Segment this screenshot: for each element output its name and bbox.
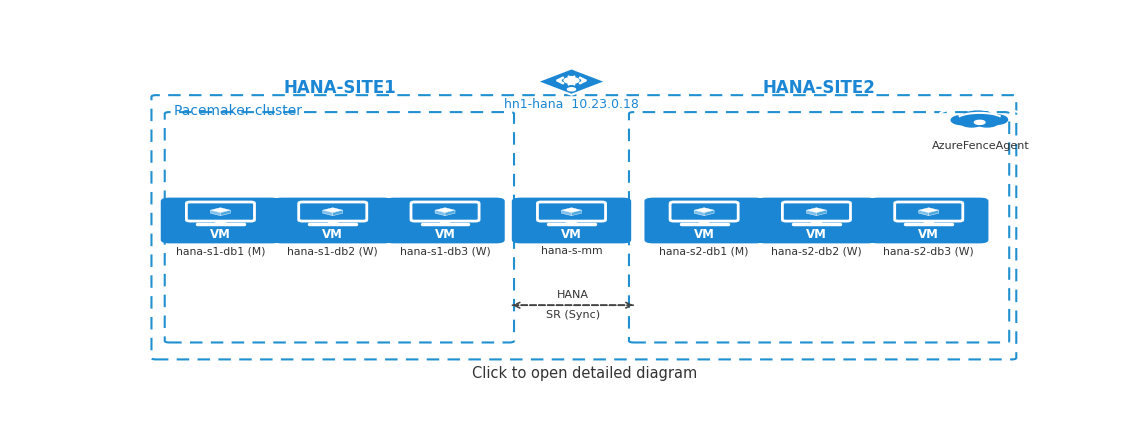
Text: hana-s2-db2 (W): hana-s2-db2 (W) — [771, 246, 861, 256]
Text: Pacemaker cluster: Pacemaker cluster — [173, 103, 301, 117]
Polygon shape — [323, 210, 333, 216]
Bar — [440, 220, 451, 224]
Polygon shape — [210, 208, 230, 213]
Text: AzureFenceAgent: AzureFenceAgent — [932, 141, 1030, 151]
Polygon shape — [919, 208, 939, 213]
Polygon shape — [807, 208, 826, 213]
FancyBboxPatch shape — [512, 198, 631, 243]
Text: VM: VM — [806, 228, 827, 242]
FancyBboxPatch shape — [273, 198, 393, 243]
Circle shape — [952, 115, 976, 125]
Polygon shape — [537, 68, 606, 95]
Circle shape — [962, 111, 994, 123]
Bar — [216, 220, 226, 224]
Text: HANA-SITE1: HANA-SITE1 — [283, 79, 396, 97]
Polygon shape — [561, 210, 572, 216]
Text: VM: VM — [322, 228, 343, 242]
Polygon shape — [561, 208, 582, 213]
Bar — [566, 220, 576, 224]
Text: hana-s2-db3 (W): hana-s2-db3 (W) — [883, 246, 974, 256]
Circle shape — [977, 119, 997, 127]
Polygon shape — [210, 210, 220, 216]
Text: hana-s1-db2 (W): hana-s1-db2 (W) — [288, 246, 378, 256]
Text: hn1-hana  10.23.0.18: hn1-hana 10.23.0.18 — [504, 98, 639, 111]
Circle shape — [974, 120, 985, 125]
Text: VM: VM — [694, 228, 714, 242]
Polygon shape — [694, 210, 704, 216]
Text: hana-s1-db3 (W): hana-s1-db3 (W) — [399, 246, 491, 256]
Polygon shape — [807, 210, 817, 216]
Text: VM: VM — [919, 228, 939, 242]
Text: VM: VM — [435, 228, 455, 242]
Polygon shape — [323, 208, 342, 213]
Polygon shape — [704, 210, 714, 216]
Bar — [811, 220, 822, 224]
FancyBboxPatch shape — [756, 198, 876, 243]
FancyBboxPatch shape — [386, 198, 504, 243]
Bar — [327, 220, 338, 224]
Circle shape — [564, 77, 578, 83]
Polygon shape — [929, 210, 939, 216]
Polygon shape — [435, 208, 455, 213]
Text: VM: VM — [561, 228, 582, 242]
Polygon shape — [435, 210, 445, 216]
Text: SR (Sync): SR (Sync) — [545, 310, 600, 320]
Circle shape — [567, 88, 575, 91]
Polygon shape — [817, 210, 826, 216]
Polygon shape — [445, 210, 455, 216]
Circle shape — [961, 119, 982, 127]
FancyBboxPatch shape — [161, 198, 281, 243]
Text: hana-s-mm: hana-s-mm — [541, 246, 602, 256]
Bar — [699, 220, 710, 224]
Polygon shape — [572, 210, 582, 216]
Polygon shape — [919, 210, 929, 216]
Polygon shape — [333, 210, 342, 216]
Polygon shape — [220, 210, 230, 216]
Text: hana-s1-db1 (M): hana-s1-db1 (M) — [176, 246, 265, 256]
Text: HANA-SITE2: HANA-SITE2 — [762, 79, 875, 97]
Text: Click to open detailed diagram: Click to open detailed diagram — [472, 367, 697, 381]
Polygon shape — [694, 208, 714, 213]
FancyBboxPatch shape — [645, 198, 763, 243]
Bar — [924, 220, 933, 224]
Text: VM: VM — [210, 228, 230, 242]
FancyBboxPatch shape — [869, 198, 988, 243]
Text: hana-s2-db1 (M): hana-s2-db1 (M) — [659, 246, 748, 256]
Text: HANA: HANA — [557, 290, 589, 300]
Circle shape — [981, 115, 1008, 125]
